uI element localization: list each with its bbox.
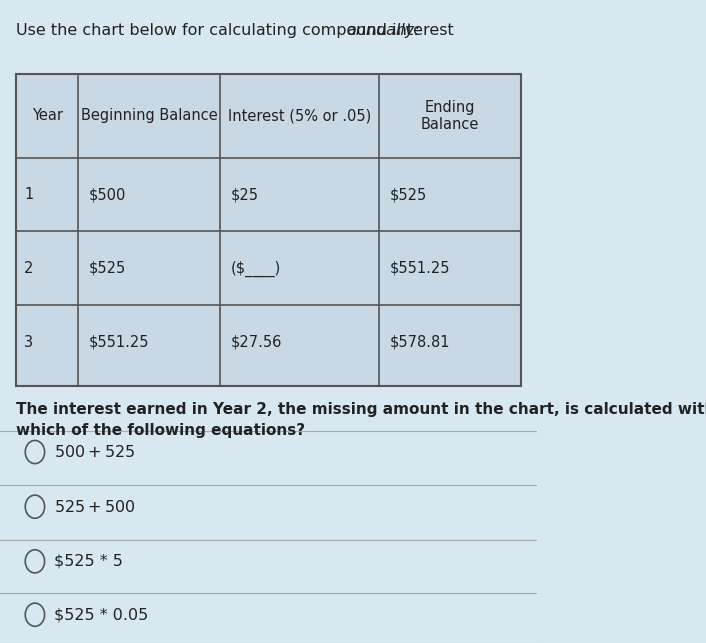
Text: $578.81: $578.81 [390,335,450,350]
Text: $551.25: $551.25 [390,261,450,276]
Text: $525 * 0.05: $525 * 0.05 [54,607,148,622]
Text: 1: 1 [24,187,33,202]
Text: annually:: annually: [347,23,420,37]
Text: $25: $25 [231,187,259,202]
Text: $525 * 5: $525 * 5 [54,554,123,569]
Text: Use the chart below for calculating compound interest: Use the chart below for calculating comp… [16,23,459,37]
Text: $500 + $525: $500 + $525 [54,444,135,460]
Text: $525: $525 [89,261,126,276]
Bar [16,74,521,386]
Text: ($____): ($____) [231,260,281,276]
Text: Ending
Balance: Ending Balance [421,100,479,132]
Text: Year: Year [32,108,63,123]
Text: Interest (5% or .05): Interest (5% or .05) [228,108,371,123]
Text: The interest earned in Year 2, the missing amount in the chart, is calculated wi: The interest earned in Year 2, the missi… [16,402,706,438]
Text: 3: 3 [24,335,33,350]
Text: Beginning Balance: Beginning Balance [80,108,217,123]
Text: 2: 2 [24,261,34,276]
Text: $551.25: $551.25 [89,335,149,350]
Text: $525: $525 [390,187,427,202]
Text: $27.56: $27.56 [231,335,282,350]
Text: $500: $500 [89,187,126,202]
Text: $525 + $500: $525 + $500 [54,499,136,514]
